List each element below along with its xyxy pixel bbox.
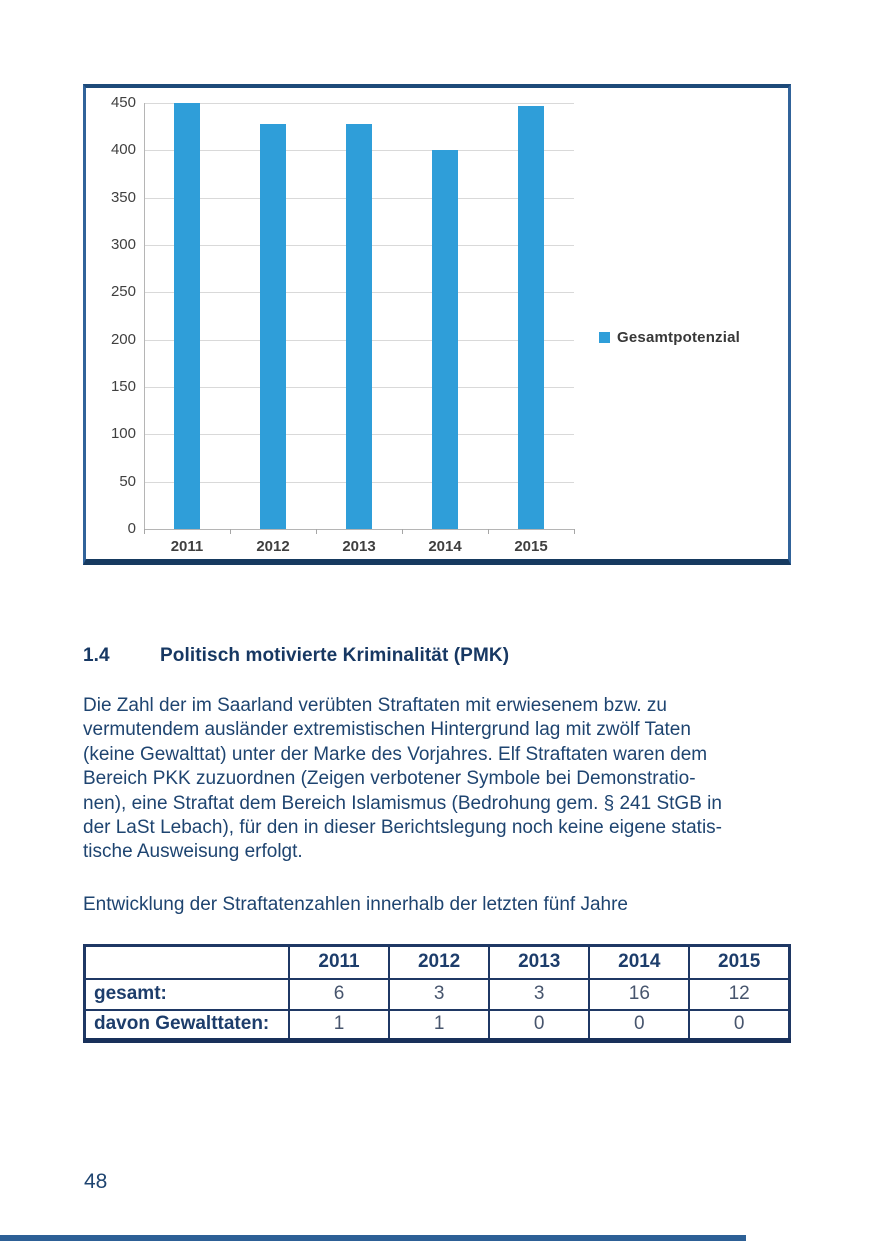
x-axis-tick-label: 2012 — [256, 538, 290, 555]
table-cell-value: 3 — [388, 977, 491, 1011]
statistics-table: 2011 2012 2013 2014 2015 gesamt: 6 3 3 16 12 davon … — [83, 944, 791, 1043]
table-cell-value: 0 — [488, 1008, 591, 1042]
bar-2014 — [432, 150, 458, 529]
legend-label: Gesamtpotenzial — [617, 329, 741, 346]
paragraph-line: vermutendem ausländer extremistischen Hi… — [83, 719, 691, 741]
paragraph-line: der LaSt Lebach), für den in dieser Beri… — [83, 817, 723, 839]
y-axis-tick-label: 200 — [110, 330, 136, 348]
table-header-empty — [83, 944, 290, 980]
section-title: Politisch motivierte Kriminalität (PMK) — [160, 645, 510, 666]
table-cell-value: 3 — [488, 977, 591, 1011]
y-axis-tick-label: 100 — [110, 425, 136, 443]
table-cell-value: 1 — [388, 1008, 491, 1042]
x-axis-tick — [316, 529, 317, 534]
chart-plot-area: 0 50 100 150 200 250 300 350 400 450 2011 2012 2013 2… — [86, 88, 788, 559]
y-axis-tick-label: 350 — [110, 188, 136, 206]
paragraph-line: Bereich PKK zuzuordnen (Zeigen verbotene… — [83, 768, 696, 790]
paragraph-line: tische Ausweisung erfolgt. — [83, 841, 303, 863]
y-axis-tick-label: 450 — [110, 94, 136, 111]
table-cell-value: 1 — [287, 1008, 391, 1042]
y-axis-tick-label: 250 — [110, 283, 136, 301]
chart-legend: Gesamtpotenzial — [599, 329, 740, 346]
y-axis-tick-label: 150 — [110, 378, 136, 395]
table-cell-value: 0 — [588, 1008, 691, 1042]
x-axis-tick — [230, 529, 231, 534]
paragraph-line: Die Zahl der im Saarland verübten Straft… — [83, 695, 667, 716]
x-axis-tick-label: 2015 — [514, 538, 548, 555]
x-axis-tick — [402, 529, 403, 534]
table-cell-value: 0 — [688, 1008, 791, 1042]
section-number: 1.4 — [83, 645, 110, 666]
table-header-year: 2014 — [588, 944, 691, 980]
table-cell-value: 16 — [588, 977, 691, 1011]
bar-2012 — [260, 123, 286, 529]
table-row-label: gesamt: — [83, 977, 290, 1011]
table-cell-value: 6 — [287, 977, 391, 1011]
x-axis-tick — [488, 529, 489, 534]
table-header-row: 2011 2012 2013 2014 2015 — [83, 944, 791, 980]
paragraph-line: nen), eine Straftat dem Bereich Islamism… — [83, 792, 722, 814]
footer-decoration-bar — [0, 1235, 746, 1241]
page-number: 48 — [84, 1170, 108, 1193]
y-axis-tick-label: 0 — [127, 520, 136, 537]
table-header-year: 2013 — [488, 944, 591, 980]
legend-swatch-icon — [599, 332, 610, 343]
bar-2013 — [346, 123, 372, 529]
table-row: davon Gewalttaten: 1 1 0 0 0 — [83, 1008, 791, 1042]
table-row-label: davon Gewalttaten: — [83, 1008, 290, 1042]
table-intro-text: Entwicklung der Straftatenzahlen innerha… — [83, 894, 628, 915]
x-axis-tick-label: 2014 — [428, 538, 462, 555]
bar-2011 — [174, 103, 200, 529]
gridline-0 — [144, 529, 574, 530]
table-header-year: 2015 — [688, 944, 791, 980]
gridline-450 — [144, 103, 574, 104]
x-axis-tick-label: 2011 — [170, 538, 204, 555]
table-header-year: 2012 — [388, 944, 491, 980]
x-axis-tick-label: 2013 — [342, 538, 376, 555]
table-row: gesamt: 6 3 3 16 12 — [83, 977, 791, 1011]
y-axis-tick-label: 50 — [119, 472, 136, 490]
bar-chart: 0 50 100 150 200 250 300 350 400 450 2011 2012 2013 2… — [83, 84, 791, 565]
table-cell-value: 12 — [688, 977, 791, 1011]
x-axis-tick — [144, 529, 145, 534]
bar-2015 — [518, 105, 544, 529]
x-axis-tick — [574, 529, 575, 534]
body-paragraph: Die Zahl der im Saarland verübten Straft… — [83, 694, 798, 865]
y-axis-tick-label: 400 — [110, 141, 136, 159]
table-header-year: 2011 — [287, 944, 391, 980]
y-axis-line — [144, 103, 145, 533]
section-heading: 1.4 Politisch motivierte Kriminalität (PM… — [83, 645, 793, 667]
y-axis-tick-label: 300 — [110, 236, 136, 253]
paragraph-line: (keine Gewalttat) unter der Marke des Vo… — [83, 743, 708, 765]
